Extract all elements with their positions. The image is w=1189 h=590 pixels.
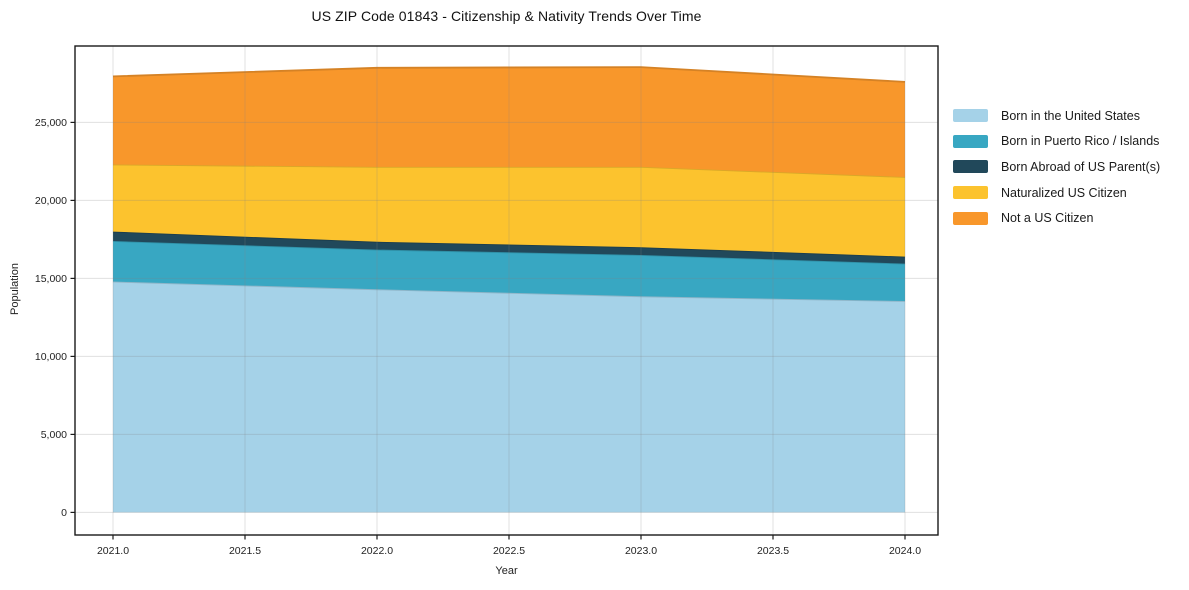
x-tick-label: 2022.0: [361, 545, 393, 557]
legend-item-naturalized-us-citizen: Naturalized US Citizen: [953, 180, 1160, 206]
y-tick-label: 15,000: [35, 273, 67, 285]
x-tick-label: 2023.5: [757, 545, 789, 557]
x-tick-label: 2024.0: [889, 545, 921, 557]
area-not-a-us-citizen: [113, 67, 905, 177]
area-born-in-puerto-rico-islands: [113, 241, 905, 301]
x-tick-label: 2023.0: [625, 545, 657, 557]
legend-item-born-in-the-united-states: Born in the United States: [953, 103, 1160, 129]
legend-swatch-icon: [953, 211, 988, 225]
legend-item-born-in-puerto-rico-islands: Born in Puerto Rico / Islands: [953, 129, 1160, 155]
plot-border: [74, 45, 939, 536]
y-axis-label: Population: [9, 263, 21, 315]
legend: Born in the United States Born in Puerto …: [953, 103, 1160, 231]
y-tick-label: 20,000: [35, 195, 67, 207]
legend-label: Born in the United States: [1001, 108, 1140, 123]
legend-swatch-icon: [953, 134, 988, 148]
x-tick-label: 2022.5: [493, 545, 525, 557]
x-tick-label: 2021.5: [229, 545, 261, 557]
legend-label: Born Abroad of US Parent(s): [1001, 159, 1161, 174]
legend-label: Not a US Citizen: [1001, 211, 1094, 226]
y-tick-label: 25,000: [35, 117, 67, 129]
area-edge-not-a-us-citizen: [112, 66, 906, 83]
legend-swatch-icon: [953, 160, 988, 174]
legend-label: Born in Puerto Rico / Islands: [1001, 134, 1160, 149]
y-tick-label: 5,000: [41, 429, 67, 441]
legend-label: Naturalized US Citizen: [1001, 185, 1127, 200]
x-axis-label: Year: [495, 565, 518, 577]
legend-item-born-abroad-of-us-parent-s: Born Abroad of US Parent(s): [953, 154, 1160, 180]
chart-title: US ZIP Code 01843 - Citizenship & Nativi…: [311, 8, 702, 24]
x-tick-label: 2021.0: [97, 545, 129, 557]
area-naturalized-us-citizen: [113, 164, 905, 257]
area-born-in-the-united-states: [113, 281, 905, 513]
legend-item-not-a-us-citizen: Not a US Citizen: [953, 205, 1160, 231]
legend-swatch-icon: [953, 109, 988, 123]
y-tick-label: 10,000: [35, 351, 67, 363]
y-tick-label: 0: [61, 507, 67, 519]
legend-swatch-icon: [953, 186, 988, 200]
